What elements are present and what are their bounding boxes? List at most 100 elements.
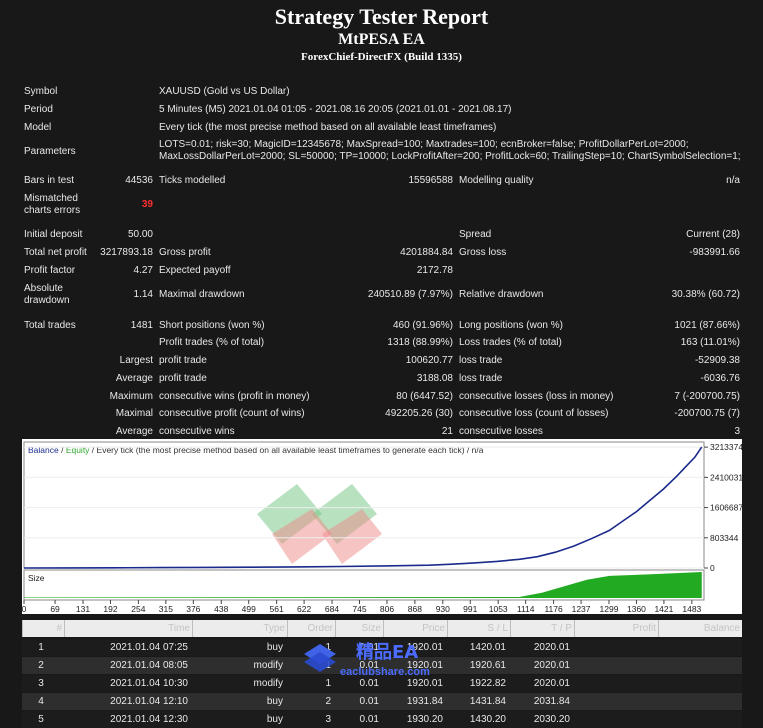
trade-type: modify	[253, 660, 283, 671]
long-positions-label: Long positions (won %)	[459, 320, 563, 331]
quality-label: Modelling quality	[459, 175, 534, 186]
trade-balance	[658, 675, 738, 692]
trade-tp: 2031.84	[533, 696, 570, 707]
y-tick-label: 2410031	[710, 472, 742, 482]
x-tick-label: 1299	[600, 604, 619, 614]
col-time-header[interactable]: Time	[64, 620, 192, 637]
size-label: Size	[28, 573, 45, 583]
maximal-drawdown-value: 240510.89 (7.97%)	[367, 289, 453, 300]
x-tick-label: 1053	[489, 604, 508, 614]
col-balance-header[interactable]: Balance	[658, 620, 742, 637]
average-loss-value: -6036.76	[700, 373, 740, 384]
average-consecutive-label: Average	[115, 426, 153, 437]
spread-label: Spread	[459, 229, 492, 240]
chart-legend: Balance / Equity / Every tick (the most …	[28, 445, 484, 455]
trade-price: 1920.01	[406, 678, 443, 689]
largest-profit-label: profit trade	[159, 355, 207, 366]
y-tick-label: 803344	[710, 533, 739, 543]
x-tick-label: 991	[463, 604, 477, 614]
trade-type: buy	[266, 714, 283, 725]
ticks-label: Ticks modelled	[159, 175, 226, 186]
trade-price: 1931.84	[406, 696, 443, 707]
col-type-header[interactable]: Type	[192, 620, 287, 637]
gross-loss-value: -983991.66	[689, 247, 740, 258]
bars-value: 44536	[125, 175, 153, 186]
trade-profit	[574, 639, 654, 656]
legend-balance: Balance	[28, 445, 59, 455]
col-number-header[interactable]: #	[22, 620, 64, 637]
quality-value: n/a	[726, 175, 740, 186]
trade-size: 0.01	[359, 714, 379, 725]
trade-size: 0.01	[359, 696, 379, 707]
col-sl-header[interactable]: S / L	[447, 620, 510, 637]
average-label: Average	[115, 373, 153, 384]
mismatch-label-2: charts errors	[24, 205, 81, 216]
trade-profit	[574, 657, 654, 674]
maximal-label: Maximal	[115, 408, 153, 419]
x-tick-label: 684	[325, 604, 339, 614]
x-tick-label: 1421	[654, 604, 673, 614]
trade-sl: 1920.61	[469, 660, 506, 671]
profit-factor-label: Profit factor	[24, 265, 76, 276]
loss-trades-value: 163 (11.01%)	[680, 337, 740, 348]
col-price-header[interactable]: Price	[383, 620, 447, 637]
trade-time: 2021.01.04 08:05	[110, 660, 188, 671]
short-positions-value: 460 (91.96%)	[392, 320, 453, 331]
profit-trades-label: Profit trades (% of total)	[159, 337, 265, 348]
trade-order: 1	[325, 678, 331, 689]
x-tick-label: 192	[103, 604, 117, 614]
trade-balance	[658, 657, 738, 674]
average-consecutive-losses-value: 3	[734, 426, 740, 437]
average-consecutive-wins-label: consecutive wins	[159, 426, 235, 437]
long-positions-value: 1021 (87.66%)	[674, 320, 740, 331]
trade-order: 2	[325, 696, 331, 707]
x-tick-label: 376	[186, 604, 200, 614]
col-size-header[interactable]: Size	[335, 620, 383, 637]
col-order-header[interactable]: Order	[287, 620, 335, 637]
x-tick-label: 930	[436, 604, 450, 614]
average-profit-label: profit trade	[159, 373, 207, 384]
watermark: 精品EA eaclubshare.com	[300, 640, 470, 683]
y-tick-label: 0	[710, 563, 715, 573]
table-row: 3 2021.01.04 10:30 modify 1 0.01 1920.01 1922.…	[22, 675, 742, 692]
ticks-value: 15596588	[408, 175, 454, 186]
trade-price: 1920.01	[406, 642, 443, 653]
trade-tp: 2020.01	[533, 660, 570, 671]
trade-time: 2021.01.04 12:30	[110, 714, 188, 725]
average-profit-value: 3188.08	[416, 373, 453, 384]
expected-payoff-label: Expected payoff	[159, 265, 231, 276]
legend-sep: /	[59, 445, 66, 455]
size-area-fill	[24, 572, 702, 598]
max-consecutive-wins-label: consecutive wins (profit in money)	[159, 391, 310, 402]
trade-order: 1	[325, 642, 331, 653]
y-tick-label: 1606687	[710, 503, 742, 513]
trade-size: 0.01	[359, 678, 379, 689]
trade-time: 2021.01.04 07:25	[110, 642, 188, 653]
period-value: 5 Minutes (M5) 2021.01.04 01:05 - 2021.0…	[159, 104, 512, 115]
absolute-drawdown-value: 1.14	[133, 289, 153, 300]
x-tick-label: 315	[159, 604, 173, 614]
broker-name: ForexChief-DirectFX (Build 1335)	[301, 51, 462, 63]
relative-drawdown-label: Relative drawdown	[459, 289, 544, 300]
net-profit-label: Total net profit	[24, 247, 87, 258]
trade-sl: 1430.20	[469, 714, 506, 725]
trade-tp: 2020.01	[533, 678, 570, 689]
trade-number: 2	[38, 660, 44, 671]
deposit-value: 50.00	[127, 229, 153, 240]
table-header-row: # Time Type Order Size Price S / L T / P…	[22, 620, 742, 637]
trade-profit	[574, 675, 654, 692]
short-positions-label: Short positions (won %)	[159, 320, 265, 331]
col-tp-header[interactable]: T / P	[510, 620, 574, 637]
x-tick-label: 745	[352, 604, 366, 614]
mismatch-value: 39	[141, 199, 153, 210]
average-loss-label: loss trade	[459, 373, 503, 384]
watermark-subtext: eaclubshare.com	[340, 666, 430, 678]
balance-chart: Balance / Equity / Every tick (the most …	[22, 439, 742, 614]
trade-balance	[658, 693, 738, 710]
col-profit-header[interactable]: Profit	[574, 620, 658, 637]
x-tick-label: 806	[380, 604, 394, 614]
trade-type: buy	[266, 642, 283, 653]
period-label: Period	[24, 104, 53, 115]
trade-tp: 2020.01	[533, 642, 570, 653]
